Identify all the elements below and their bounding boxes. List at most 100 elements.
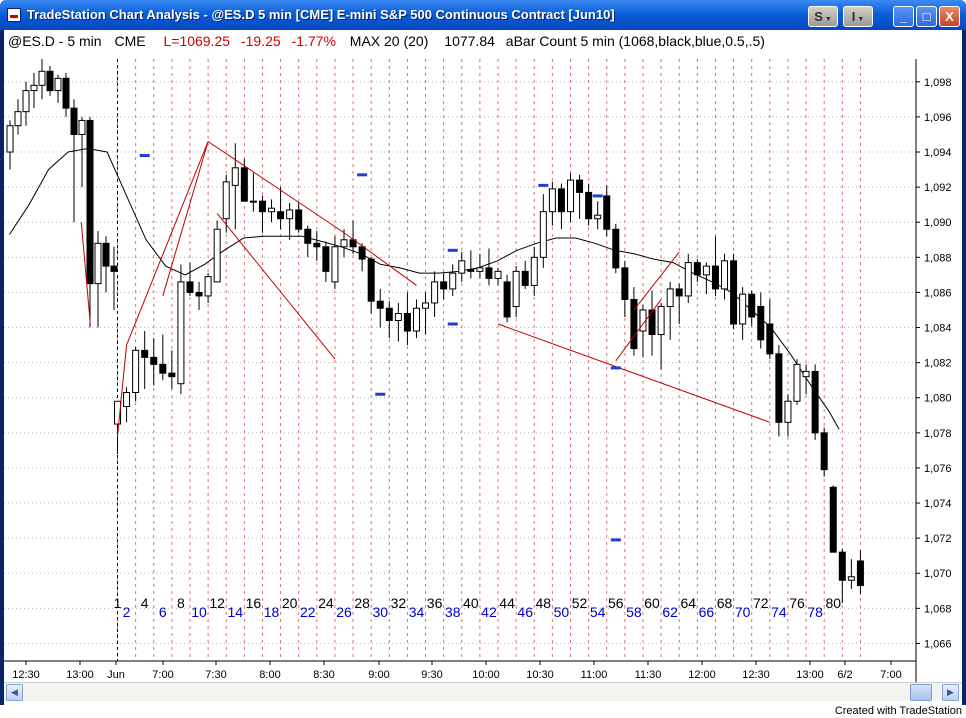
candle (521, 270, 529, 286)
candle (748, 293, 756, 318)
trend-line (497, 323, 770, 423)
y-axis-label: 1,068 (924, 603, 952, 615)
bar-count-label: 24 (318, 595, 334, 611)
candle (476, 267, 484, 272)
x-axis-label: 12:30 (742, 669, 770, 681)
bar-count-label: 52 (572, 595, 588, 611)
candle (440, 281, 448, 290)
bar-count-label: 74 (771, 604, 787, 620)
candle (847, 576, 855, 581)
candle (793, 363, 801, 402)
net-change: -19.25 (240, 33, 281, 49)
y-axis-label: 1,088 (924, 252, 952, 264)
bar-count-label: 44 (499, 595, 515, 611)
x-axis-label: 13:00 (66, 669, 94, 681)
bar-count-label: 36 (427, 595, 443, 611)
bar-count-label: 64 (680, 595, 696, 611)
candle (820, 432, 828, 471)
scroll-right-button[interactable]: ▶ (942, 684, 959, 701)
candle (403, 312, 411, 332)
candle (231, 167, 239, 186)
candle (195, 291, 203, 297)
x-axis-label: Jun (107, 669, 125, 681)
i-menu-button[interactable]: I ▼ (843, 6, 873, 27)
y-axis-label: 1,096 (924, 112, 952, 124)
exchange-label: CME (114, 33, 146, 49)
candle (829, 486, 837, 553)
prev-session-candle (102, 242, 110, 267)
x-axis-label: 8:00 (259, 669, 280, 681)
candle (603, 195, 611, 230)
candle (730, 260, 738, 325)
candle (304, 228, 312, 244)
x-axis-label: 7:30 (205, 669, 226, 681)
candle (594, 214, 602, 220)
bar-count-label: 6 (159, 604, 167, 620)
s-menu-button[interactable]: S ▼ (808, 6, 838, 27)
candle (340, 239, 348, 248)
maximize-icon: □ (922, 9, 931, 24)
candle (277, 211, 285, 220)
candle (331, 246, 339, 283)
candle (557, 188, 565, 213)
candle (358, 246, 366, 260)
bar-count-label: 32 (391, 595, 407, 611)
candle (539, 211, 547, 258)
candle (721, 260, 729, 290)
scroll-thumb[interactable] (910, 684, 932, 701)
y-axis-label: 1,092 (924, 182, 952, 194)
bar-count-label: 14 (227, 604, 243, 620)
candle (503, 281, 511, 318)
candle (204, 276, 212, 297)
prev-session-candle (14, 111, 22, 127)
y-axis-label: 1,080 (924, 393, 952, 405)
chart-area[interactable]: 1,098 1,096 1,094 1,092 1,090 1,088 1,086 1,084… (4, 30, 962, 705)
y-axis-label: 1,084 (924, 323, 952, 335)
x-axis-label: 9:30 (421, 669, 442, 681)
trend-line (216, 213, 336, 360)
candle (630, 298, 638, 350)
close-button[interactable]: X (939, 6, 960, 27)
scroll-left-button[interactable]: ◀ (6, 684, 23, 701)
candle (512, 270, 520, 307)
trend-line (633, 251, 680, 311)
price-chart[interactable]: 1,098 1,096 1,094 1,092 1,090 1,088 1,086 1,084… (4, 30, 962, 682)
candle (213, 228, 221, 283)
bar-count-label: 80 (825, 595, 841, 611)
x-axis-label: 13:00 (796, 669, 824, 681)
trend-line (207, 141, 345, 234)
prev-session-candle (22, 90, 30, 113)
x-axis-label: 11:00 (581, 669, 608, 681)
minimize-icon: _ (899, 9, 908, 24)
candle (548, 188, 556, 213)
moving-average-line (9, 147, 840, 430)
title-bar[interactable]: TradeStation Chart Analysis - @ES.D 5 mi… (0, 0, 966, 30)
candle (838, 551, 846, 581)
y-axis-label: 1,090 (924, 217, 952, 229)
bar-count-label: 2 (123, 604, 131, 620)
candle (431, 281, 439, 304)
candle (856, 560, 864, 587)
i-menu-label: I (851, 9, 856, 24)
candle (123, 391, 131, 408)
y-axis-label: 1,086 (924, 287, 952, 299)
candle (114, 400, 121, 425)
candle (141, 349, 149, 358)
bar-count-label: 18 (264, 604, 280, 620)
prev-session-candle (38, 70, 46, 86)
maximize-button[interactable]: □ (916, 6, 937, 27)
candle (249, 200, 257, 203)
candle (295, 209, 303, 230)
candle (458, 260, 466, 274)
x-axis-label: 6/2 (837, 669, 852, 681)
x-axis-label: 12:00 (688, 669, 716, 681)
prev-session-candle (54, 77, 62, 92)
tradestation-app-icon[interactable] (7, 8, 21, 22)
horizontal-scrollbar[interactable]: ◀ ▶ (4, 682, 962, 701)
minimize-button[interactable]: _ (893, 6, 914, 27)
candle (693, 262, 701, 276)
candle (394, 312, 402, 322)
bar-count-label: 46 (517, 604, 533, 620)
candle (612, 228, 620, 269)
candle (802, 370, 810, 378)
